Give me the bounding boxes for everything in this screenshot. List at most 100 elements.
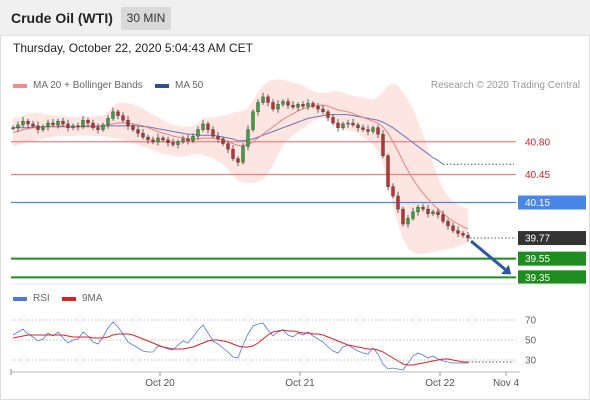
rsi-tick-label: 30 <box>525 356 537 367</box>
candle-body <box>266 96 270 103</box>
ma20-legend-label: MA 20 + Bollinger Bands <box>33 80 143 91</box>
candle-body <box>281 101 285 105</box>
level-label-current: 39.77 <box>525 234 550 245</box>
ma50-swatch <box>155 83 169 88</box>
candle-body <box>251 111 255 130</box>
candle-body <box>416 206 420 213</box>
candle-body <box>466 235 470 239</box>
x-tick-label: Oct 22 <box>425 378 455 389</box>
candle-body <box>411 211 415 219</box>
candle-body <box>171 142 175 145</box>
level-label-support: 39.35 <box>525 273 550 284</box>
candle-body <box>386 155 390 187</box>
candle-body <box>151 139 155 142</box>
candle-body <box>326 111 330 118</box>
candle-body <box>451 225 455 231</box>
candle-body <box>16 124 20 128</box>
candle-body <box>61 120 65 125</box>
candle-body <box>286 101 290 106</box>
candle-body <box>276 104 280 110</box>
candle-body <box>461 233 465 236</box>
candle-body <box>221 138 225 144</box>
timeframe-badge[interactable]: 30 MIN <box>121 7 171 30</box>
candle-body <box>116 111 120 116</box>
x-tick-label: Oct 21 <box>285 378 315 389</box>
candle-body <box>406 218 410 225</box>
candle-body <box>336 122 340 128</box>
candle-body <box>401 208 405 225</box>
candle-body <box>176 141 180 145</box>
candle-body <box>391 186 395 197</box>
candle-body <box>376 127 380 135</box>
candle-body <box>396 195 400 210</box>
candle-body <box>226 143 230 150</box>
legend-ma50: MA 50 <box>155 80 203 91</box>
candle-body <box>321 108 325 113</box>
ma20-swatch <box>13 83 27 88</box>
legend-ma20: MA 20 + Bollinger Bands <box>13 80 143 91</box>
rsi-swatch <box>13 296 27 301</box>
candle-body <box>341 123 345 128</box>
candle-body <box>196 129 200 137</box>
ma20-line <box>12 104 469 230</box>
x-tick-label: Oct 20 <box>145 378 175 389</box>
level-label-resistance: 40.45 <box>525 170 550 181</box>
legend-rsi-ma: 9MA <box>62 293 103 304</box>
forecast-arrow-head <box>501 264 512 275</box>
credit-text: Research © 2020 Trading Central <box>430 80 580 91</box>
candle-body <box>441 214 445 222</box>
candle-body <box>31 123 35 127</box>
candle-body <box>181 138 185 142</box>
candle-body <box>186 138 190 142</box>
candle-body <box>301 104 305 107</box>
ma50-legend-label: MA 50 <box>175 80 204 91</box>
candle-body <box>76 125 80 128</box>
candle-body <box>201 123 205 130</box>
candle-body <box>346 122 350 125</box>
candle-body <box>191 135 195 142</box>
candle-body <box>231 149 235 159</box>
candle-body <box>141 133 145 138</box>
candle-body <box>131 125 135 130</box>
rsi-ma-swatch <box>62 296 76 301</box>
candle-body <box>111 111 115 119</box>
candle-body <box>166 139 170 143</box>
candle-body <box>331 117 335 124</box>
rsi-tick-label: 70 <box>525 316 537 327</box>
candle-body <box>66 123 70 128</box>
candle-body <box>296 104 300 108</box>
candle-body <box>56 120 60 126</box>
candle-body <box>156 137 160 142</box>
candle-body <box>211 129 215 137</box>
candle-body <box>426 208 430 214</box>
candle-body <box>356 124 360 128</box>
legend-rsi: RSI <box>13 293 50 304</box>
forecast-arrow-shaft <box>470 239 506 271</box>
candle-body <box>121 115 125 121</box>
rsi-tick-label: 50 <box>525 336 537 347</box>
candle-body <box>436 211 440 215</box>
candle-body <box>311 103 315 107</box>
level-label-support: 39.55 <box>525 254 550 265</box>
level-label-resistance: 40.80 <box>525 137 550 148</box>
candle-body <box>106 118 110 126</box>
candle-body <box>71 125 75 128</box>
candle-body <box>361 127 365 130</box>
candle-body <box>446 221 450 227</box>
candle-body <box>36 125 40 130</box>
candle-body <box>126 120 130 127</box>
level-label-bg-current <box>518 231 586 246</box>
candle-body <box>381 134 385 156</box>
candle-body <box>351 122 355 126</box>
candle-body <box>21 120 25 126</box>
level-label-bg-support <box>518 270 586 285</box>
candle-body <box>371 127 375 132</box>
candle-body <box>146 136 150 141</box>
candle-body <box>86 120 90 124</box>
candle-body <box>51 122 55 126</box>
candle-body <box>46 122 50 127</box>
level-label-pivot: 40.15 <box>525 198 550 209</box>
rsi-ma-line <box>12 329 468 366</box>
